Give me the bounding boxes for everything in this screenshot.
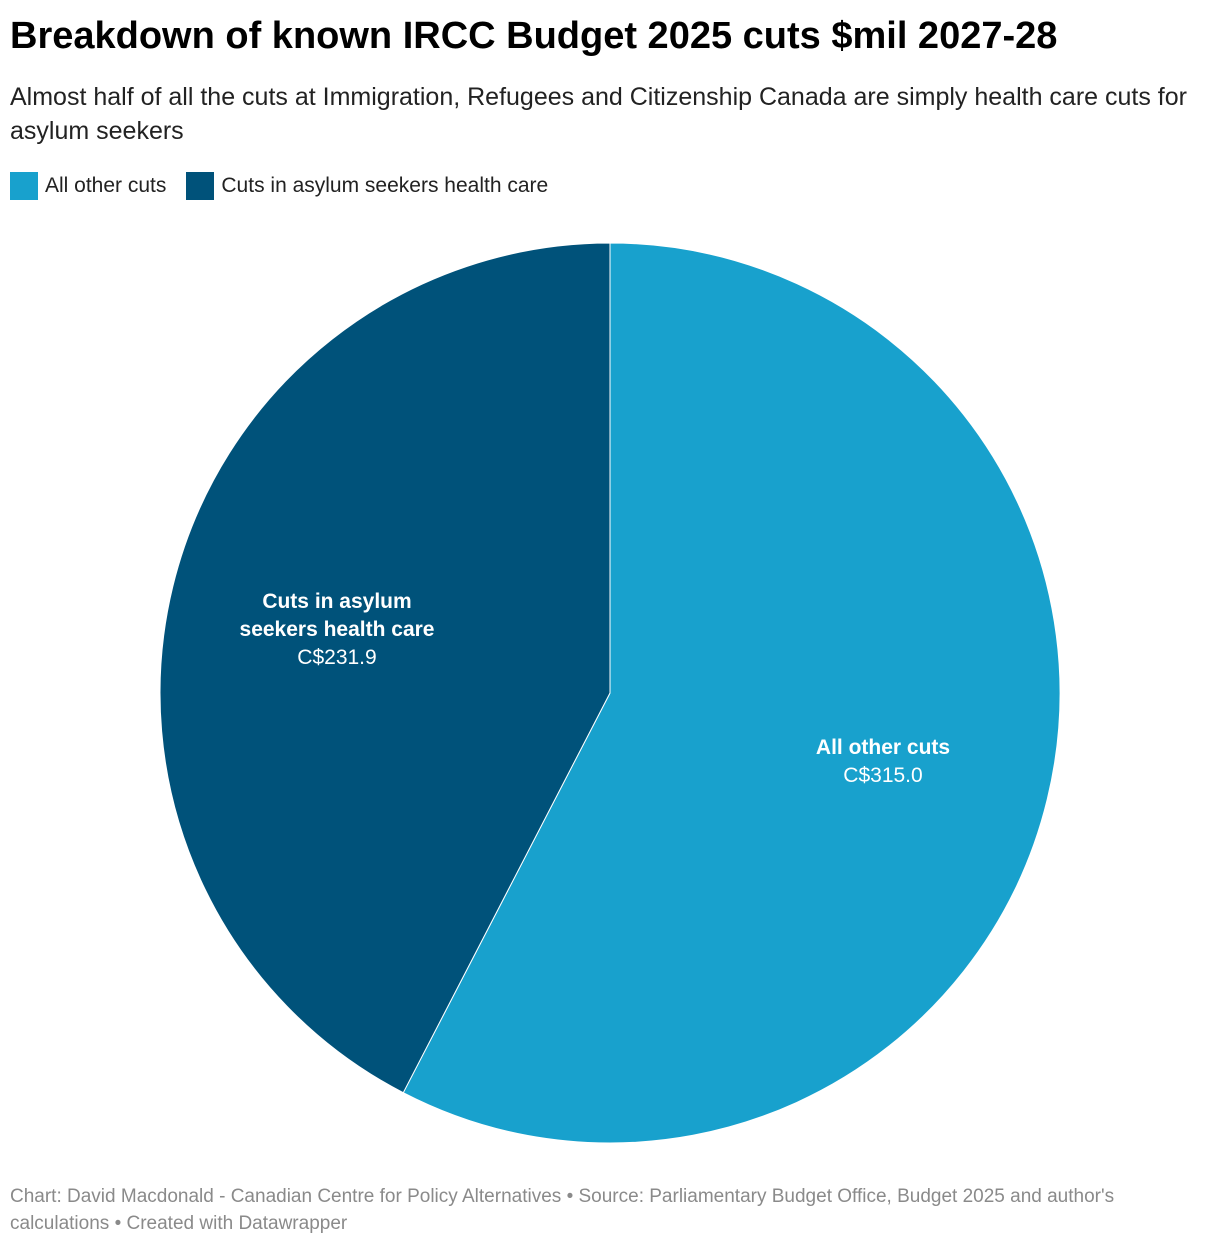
footer-created: Created with Datawrapper [126, 1213, 348, 1234]
pie-slices [159, 242, 1061, 1144]
footer-separator: • [114, 1213, 127, 1234]
legend-label-other: All other cuts [45, 174, 167, 197]
slice-value-other: C$315.0 [843, 764, 922, 787]
slice-label-health-line1: Cuts in asylum [262, 590, 411, 613]
slice-label-other-line1: All other cuts [816, 736, 950, 759]
slice-label-other: All other cuts C$315.0 [816, 736, 950, 787]
slice-label-health: Cuts in asylum seekers health care C$231… [240, 590, 435, 669]
legend-swatch-other [10, 172, 38, 200]
legend-item-other: All other cuts [10, 172, 166, 200]
chart-title: Breakdown of known IRCC Budget 2025 cuts… [10, 15, 1058, 57]
slice-value-health: C$231.9 [297, 646, 376, 669]
footer-separator: • [566, 1186, 579, 1207]
legend-swatch-health [186, 172, 215, 200]
pie-slice-other [402, 242, 1061, 1144]
legend: All other cuts Cuts in asylum seekers he… [10, 172, 568, 200]
legend-label-health: Cuts in asylum seekers health care [221, 174, 549, 197]
slice-label-health-line2: seekers health care [240, 618, 435, 641]
footer-source: Source: Parliamentary Budget Office, Bud… [10, 1186, 1115, 1234]
footer-chart-credit: Chart: David Macdonald - Canadian Centre… [10, 1186, 562, 1207]
chart-subtitle: Almost half of all the cuts at Immigrati… [10, 83, 1187, 145]
legend-item-health: Cuts in asylum seekers health care [186, 172, 548, 200]
chart-footer: Chart: David Macdonald - Canadian Centre… [10, 1183, 1205, 1237]
pie-slice-health [159, 242, 611, 1094]
